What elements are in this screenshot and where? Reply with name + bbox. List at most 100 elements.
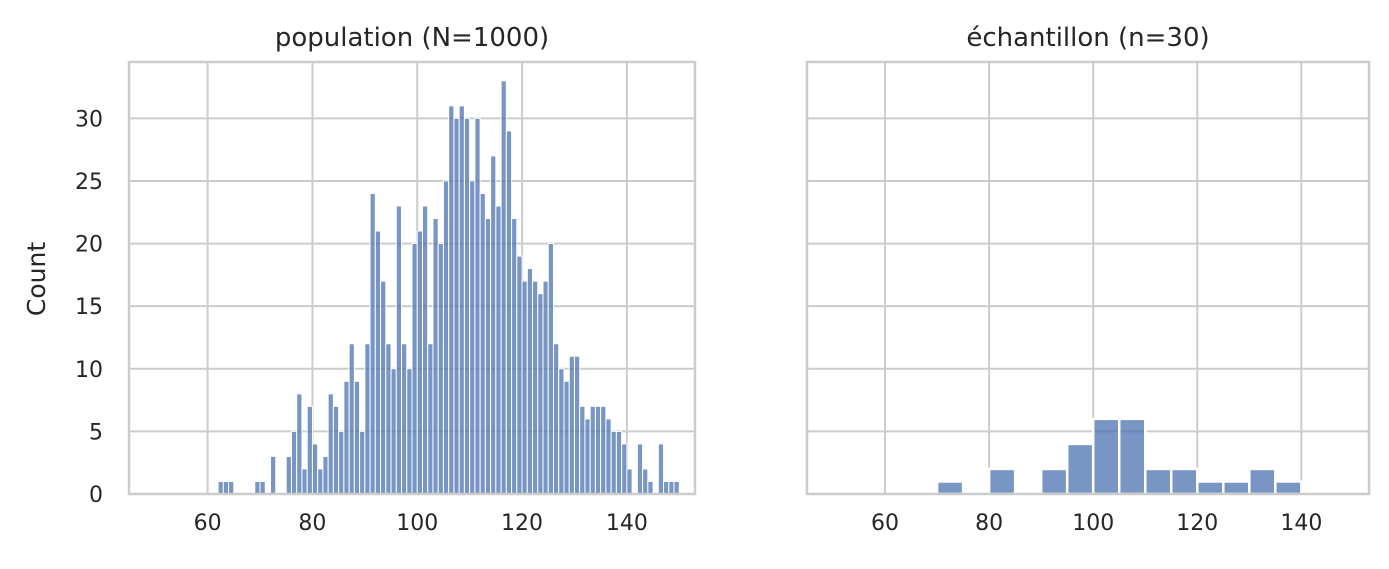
bar-population xyxy=(421,205,429,495)
bar-population xyxy=(532,280,539,495)
bar-population xyxy=(657,443,665,495)
bar-population xyxy=(647,480,654,495)
bar-population xyxy=(463,117,471,495)
bar-population xyxy=(594,405,602,495)
bar-population xyxy=(448,105,455,495)
y-tick-label: 10 xyxy=(75,358,103,383)
x-tick-label: 80 xyxy=(298,511,326,536)
bar-population xyxy=(327,393,334,495)
bars-echantillon xyxy=(935,417,1303,496)
x-tick-label: 140 xyxy=(606,511,648,536)
y-tick-label: 0 xyxy=(89,483,103,508)
bar-population xyxy=(317,468,324,495)
x-tick-label: 140 xyxy=(1280,511,1322,536)
bar-population xyxy=(621,443,628,495)
bar-population xyxy=(547,243,555,495)
bar-population xyxy=(322,455,329,495)
bar-population xyxy=(395,205,403,495)
bar-population xyxy=(458,105,465,495)
bar-population xyxy=(427,343,434,495)
bar-population xyxy=(500,80,507,495)
bar-echantillon xyxy=(1065,442,1095,496)
axes-frame-echantillon xyxy=(805,60,1371,496)
bar-population xyxy=(642,468,649,495)
bar-echantillon xyxy=(987,467,1017,496)
bar-population xyxy=(301,468,308,495)
bar-population xyxy=(348,343,355,495)
bar-echantillon xyxy=(1091,417,1121,496)
x-tick-label: 120 xyxy=(501,511,543,536)
bar-population xyxy=(516,255,523,495)
chart-title-echantillon: échantillon (n=30) xyxy=(966,23,1209,53)
x-ticks-population: 60 80 100 120 140 xyxy=(194,511,648,536)
bar-echantillon xyxy=(1143,467,1173,496)
bar-population xyxy=(511,218,518,495)
bar-population xyxy=(343,380,350,495)
bar-population xyxy=(401,343,408,495)
y-tick-label: 15 xyxy=(75,295,103,320)
bar-echantillon xyxy=(1196,480,1225,496)
y-tick-label: 25 xyxy=(75,170,103,195)
x-tick-label: 60 xyxy=(871,511,899,536)
bar-population xyxy=(615,430,623,495)
bar-population xyxy=(568,355,575,495)
bar-population xyxy=(353,380,361,495)
panel-population: 60 80 100 120 140 0 5 10 15 20 25 30 population (N… xyxy=(22,23,697,536)
bar-population xyxy=(495,205,502,495)
bar-population xyxy=(579,405,586,495)
bar-population xyxy=(526,268,534,495)
chart-title-population: population (N=1000) xyxy=(275,23,549,53)
bar-population xyxy=(390,368,397,495)
bar-echantillon xyxy=(1248,467,1277,496)
bar-population xyxy=(626,468,633,495)
bar-population xyxy=(563,380,570,495)
panel-echantillon: 60 80 100 120 140 échantillon (n=30) xyxy=(805,23,1371,536)
bar-echantillon xyxy=(935,480,965,496)
bar-population xyxy=(259,480,266,495)
bar-population xyxy=(505,130,513,495)
bar-population xyxy=(442,180,450,495)
bar-population xyxy=(222,480,230,495)
bar-population xyxy=(290,430,298,495)
grid-echantillon xyxy=(807,62,1369,495)
bar-population xyxy=(484,218,492,495)
y-tick-label: 20 xyxy=(75,233,103,258)
axes-frame-population xyxy=(127,60,697,496)
y-ticks-population: 0 5 10 15 20 25 30 xyxy=(75,107,103,508)
bar-population xyxy=(573,355,581,495)
bar-population xyxy=(254,480,261,495)
bar-population xyxy=(374,230,382,495)
bar-population xyxy=(306,405,313,495)
bar-echantillon xyxy=(1274,480,1303,496)
bar-population xyxy=(406,368,413,495)
bar-population xyxy=(474,117,481,495)
x-tick-label: 60 xyxy=(194,511,222,536)
x-ticks-echantillon: 60 80 100 120 140 xyxy=(871,511,1322,536)
bar-population xyxy=(673,480,680,495)
bar-population xyxy=(359,430,366,495)
x-tick-label: 120 xyxy=(1176,511,1218,536)
bar-population xyxy=(332,405,340,495)
bar-population xyxy=(589,405,596,495)
bar-population xyxy=(521,280,528,495)
x-tick-label: 80 xyxy=(975,511,1003,536)
bar-population xyxy=(437,243,444,495)
bar-population xyxy=(364,343,371,495)
bar-population xyxy=(411,243,418,495)
bar-population xyxy=(432,218,439,495)
bar-population xyxy=(663,480,670,495)
y-tick-label: 30 xyxy=(75,107,103,132)
bars-population xyxy=(217,80,680,495)
bar-population xyxy=(605,418,612,495)
bar-population xyxy=(558,368,565,495)
bar-echantillon xyxy=(1222,480,1251,496)
bar-population xyxy=(338,430,345,495)
bar-population xyxy=(537,293,544,495)
bar-echantillon xyxy=(1117,417,1147,496)
bar-population xyxy=(453,117,460,495)
bar-population xyxy=(217,480,224,495)
bar-population xyxy=(270,455,277,495)
bar-population xyxy=(553,343,560,495)
bar-population xyxy=(584,418,591,495)
